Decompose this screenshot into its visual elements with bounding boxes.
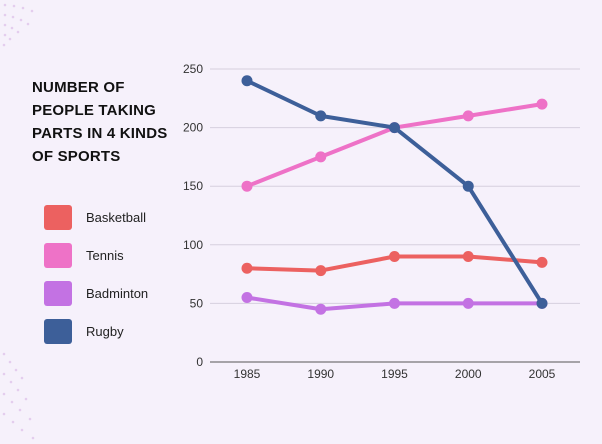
legend: Basketball Tennis Badminton Rugby	[44, 205, 148, 357]
series-line-tennis	[245, 102, 544, 189]
x-tick-label: 2000	[455, 367, 482, 381]
legend-swatch-badminton	[44, 281, 72, 306]
legend-label-rugby: Rugby	[86, 324, 124, 339]
y-tick-label: 150	[183, 179, 203, 193]
x-axis-ticks: 1985 1990 1995 2000 2005	[234, 367, 556, 381]
legend-item-rugby: Rugby	[44, 319, 148, 344]
legend-item-basketball: Basketball	[44, 205, 148, 230]
legend-label-basketball: Basketball	[86, 210, 146, 225]
data-point-rugby	[315, 110, 327, 122]
x-tick-label: 2005	[529, 367, 556, 381]
y-tick-label: 250	[183, 62, 203, 76]
y-tick-label: 100	[183, 238, 203, 252]
y-axis-ticks: 0 50 100 150 200 250	[183, 62, 203, 369]
series-group	[241, 75, 548, 315]
chart-title: NUMBER OF PEOPLE TAKING PARTS IN 4 KINDS…	[32, 79, 168, 165]
legend-swatch-rugby	[44, 319, 72, 344]
legend-label-tennis: Tennis	[86, 248, 124, 263]
y-tick-label: 50	[190, 296, 204, 310]
legend-item-tennis: Tennis	[44, 243, 148, 268]
data-point-badminton	[315, 303, 327, 315]
data-point-basketball	[315, 265, 327, 277]
data-point-rugby	[462, 180, 474, 192]
data-point-basketball	[536, 256, 548, 268]
data-point-badminton	[462, 297, 474, 309]
data-point-rugby	[536, 297, 548, 309]
data-point-rugby	[389, 122, 400, 134]
data-point-basketball	[462, 251, 474, 263]
data-point-tennis	[462, 110, 474, 122]
legend-label-badminton: Badminton	[86, 286, 149, 301]
x-tick-label: 1990	[307, 367, 334, 381]
data-point-basketball	[389, 251, 400, 263]
legend-swatch-basketball	[44, 205, 72, 230]
legend-item-badminton: Badminton	[44, 281, 148, 306]
data-point-badminton	[389, 297, 400, 309]
y-tick-label: 0	[196, 355, 203, 369]
data-point-tennis	[315, 151, 327, 163]
data-point-rugby	[241, 75, 253, 87]
y-tick-label: 200	[183, 121, 203, 135]
legend-swatch-tennis	[44, 243, 72, 268]
data-point-tennis	[536, 98, 548, 110]
data-point-tennis	[241, 180, 253, 192]
data-point-basketball	[241, 262, 253, 274]
data-point-badminton	[241, 292, 253, 304]
gridlines	[210, 68, 580, 363]
x-tick-label: 1995	[381, 367, 408, 381]
x-tick-label: 1985	[234, 367, 261, 381]
